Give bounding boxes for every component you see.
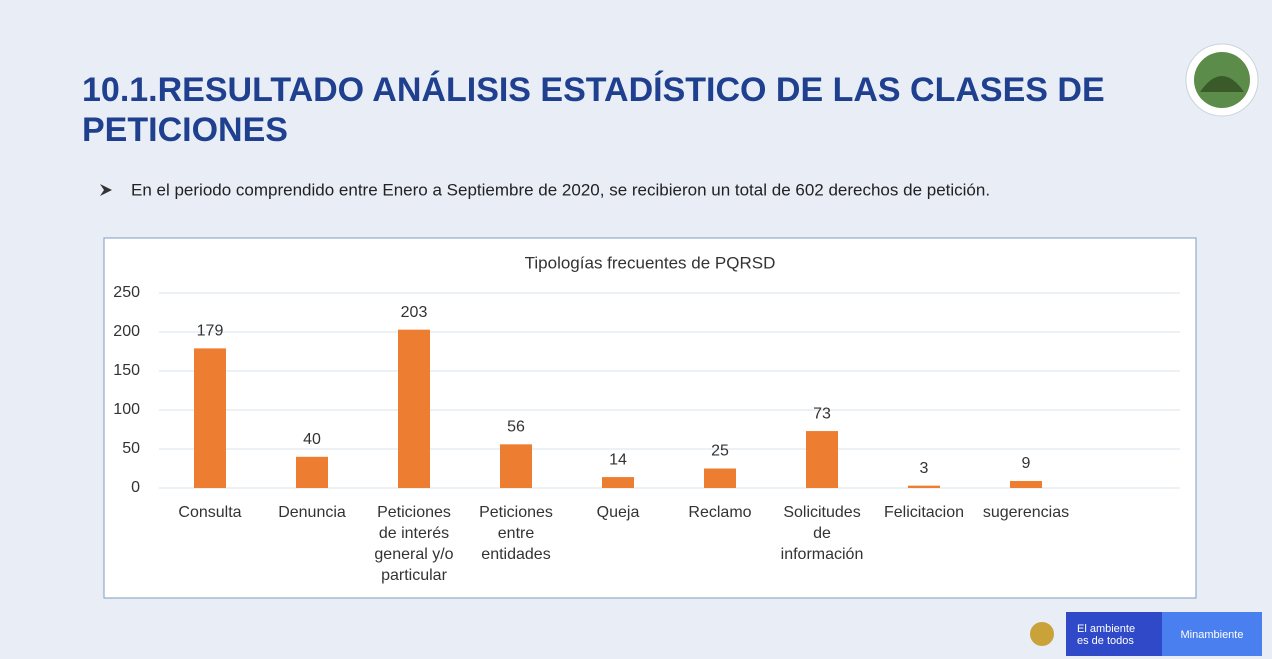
- y-tick-label: 250: [113, 284, 140, 301]
- bar: [806, 431, 838, 488]
- chart-title: Tipologías frecuentes de PQRSD: [525, 253, 776, 272]
- x-tick-label: Peticiones entre entidades: [479, 504, 553, 563]
- value-label: 25: [711, 443, 729, 460]
- y-tick-label: 150: [113, 362, 140, 379]
- bar: [602, 477, 634, 488]
- y-tick-label: 100: [113, 401, 140, 418]
- value-label: 14: [609, 451, 627, 468]
- footer-logo: El ambiente es de todos Minambiente: [1030, 612, 1262, 656]
- value-label: 73: [813, 405, 831, 422]
- x-tick-label: Queja: [597, 504, 640, 521]
- bar: [194, 348, 226, 488]
- footer-brand: es de todos: [1077, 635, 1134, 647]
- bar: [908, 485, 940, 488]
- logo: [1185, 43, 1259, 117]
- x-tick-label: Consulta: [178, 504, 241, 521]
- bullet-text: En el periodo comprendido entre Enero a …: [131, 180, 990, 199]
- value-label: 203: [401, 304, 428, 321]
- x-tick-label: Reclamo: [688, 504, 751, 521]
- x-tick-label: sugerencias: [983, 504, 1069, 521]
- value-label: 179: [197, 323, 224, 340]
- value-label: 56: [507, 419, 525, 436]
- bar: [296, 456, 328, 488]
- bar: [1010, 480, 1042, 488]
- x-tick-label: Solicitudes de información: [781, 504, 864, 563]
- bar: [398, 329, 430, 488]
- title-line: PETICIONES: [82, 111, 288, 149]
- value-label: 3: [920, 460, 929, 477]
- y-tick-label: 50: [122, 440, 140, 457]
- value-label: 40: [303, 431, 321, 448]
- bullet-arrow: [100, 184, 112, 196]
- title-line: 10.1.RESULTADO ANÁLISIS ESTADÍSTICO DE L…: [82, 71, 1105, 109]
- footer-brand: El ambiente: [1077, 623, 1135, 635]
- footer-ministry: Minambiente: [1181, 629, 1244, 641]
- x-tick-label: Denuncia: [278, 504, 346, 521]
- bar: [704, 468, 736, 488]
- chart-frame: [103, 237, 1197, 599]
- x-tick-label: Peticiones de interés general y/o particula…: [374, 504, 453, 584]
- x-tick-label: Felicitacion: [884, 504, 964, 521]
- y-tick-label: 200: [113, 323, 140, 340]
- y-tick-label: 0: [131, 479, 140, 496]
- bar: [500, 444, 532, 488]
- value-label: 9: [1022, 455, 1031, 472]
